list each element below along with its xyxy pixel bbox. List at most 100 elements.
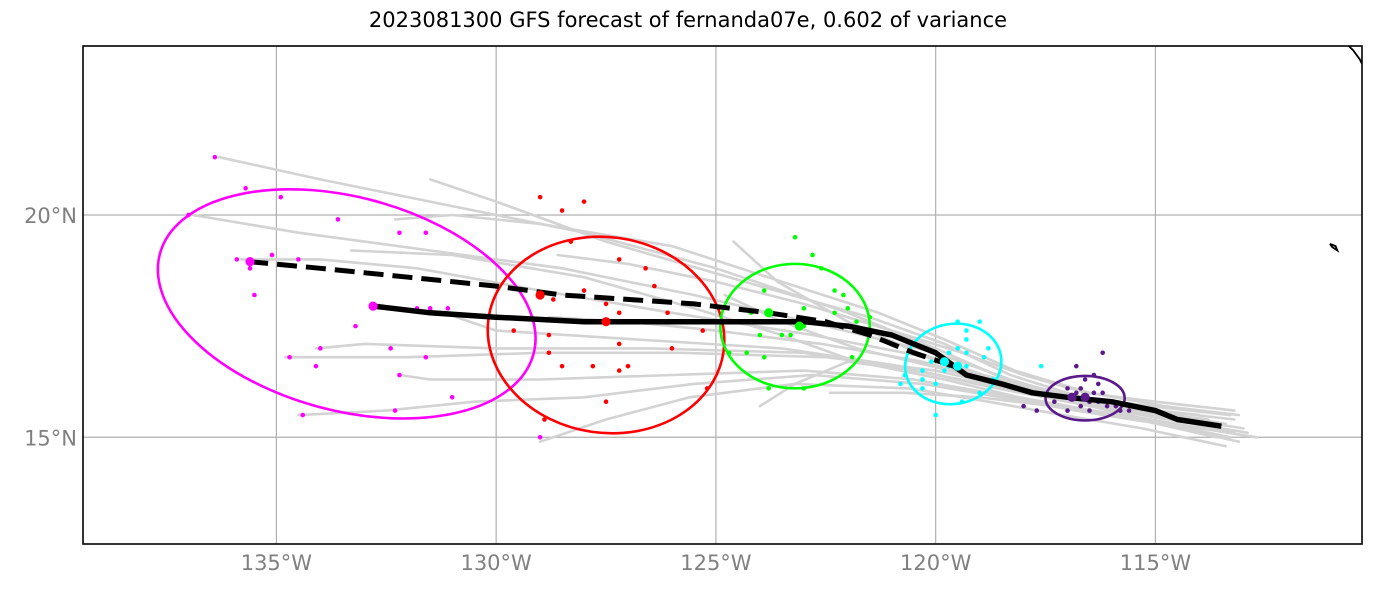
ensemble-point-green bbox=[766, 386, 771, 391]
ensemble-point-purple bbox=[1091, 390, 1097, 396]
ensemble-point-magenta bbox=[300, 412, 306, 418]
ensemble-point-cyan bbox=[964, 337, 969, 342]
ensemble-point-cyan bbox=[933, 381, 938, 387]
ensemble-point-magenta bbox=[423, 230, 429, 236]
ensemble-point-green bbox=[832, 288, 837, 293]
ensemble-track bbox=[297, 373, 1241, 444]
ensemble-point-red bbox=[616, 310, 622, 316]
mean-track-marker bbox=[368, 301, 378, 311]
ensemble-point-green bbox=[854, 319, 859, 324]
x-tick-label: 130°W bbox=[460, 551, 532, 575]
ensemble-point-magenta bbox=[313, 363, 319, 369]
uncertainty-ellipse bbox=[1044, 374, 1126, 422]
mean-track-marker bbox=[953, 361, 963, 371]
x-tick-label: 125°W bbox=[680, 551, 752, 575]
y-tick-label: 20°N bbox=[24, 204, 77, 228]
ensemble-point-red bbox=[643, 266, 648, 271]
x-tick-label: 135°W bbox=[241, 551, 313, 575]
ensemble-point-purple bbox=[1065, 386, 1070, 391]
ensemble-point-purple bbox=[1021, 403, 1026, 409]
ensemble-point-red bbox=[559, 208, 565, 213]
ensemble-point-magenta bbox=[392, 408, 398, 413]
ensemble-point-green bbox=[757, 332, 763, 338]
gridlines bbox=[83, 46, 1362, 544]
ensemble-point-cyan bbox=[986, 346, 991, 351]
mean-track bbox=[372, 303, 1222, 429]
ensemble-point-magenta bbox=[445, 306, 451, 311]
ensemble-point-magenta bbox=[269, 252, 275, 258]
ensemble-point-magenta bbox=[278, 194, 284, 200]
ensemble-point-purple bbox=[1087, 408, 1092, 413]
ensemble-point-green bbox=[744, 350, 749, 356]
ensemble-point-red bbox=[652, 283, 657, 289]
ensemble-point-red bbox=[559, 363, 565, 369]
ensemble-point-red bbox=[616, 341, 622, 347]
coastline bbox=[1348, 46, 1362, 65]
ensemble-point-green bbox=[841, 292, 846, 298]
ensemble-point-magenta bbox=[353, 323, 358, 329]
ensemble-point-red bbox=[603, 301, 609, 307]
ensemble-point-purple bbox=[1074, 390, 1079, 396]
ensemble-point-cyan bbox=[933, 412, 938, 418]
ensemble-point-cyan bbox=[964, 350, 969, 356]
ensemble-point-red bbox=[616, 257, 622, 262]
ensemble-track bbox=[218, 155, 1227, 426]
plot-area bbox=[156, 46, 1362, 448]
ensemble-point-green bbox=[761, 354, 767, 360]
ensemble-point-cyan bbox=[977, 390, 982, 396]
ensemble-point-cyan bbox=[920, 368, 925, 373]
mean-track-marker bbox=[1080, 392, 1090, 402]
ensemble-point-purple bbox=[1100, 350, 1105, 356]
ensemble-point-magenta bbox=[252, 292, 257, 298]
ensemble-point-magenta bbox=[296, 257, 301, 262]
ensemble-point-cyan bbox=[955, 346, 960, 351]
ensemble-point-green bbox=[845, 306, 851, 311]
ensemble-track bbox=[828, 391, 1206, 430]
ensemble-point-green bbox=[788, 332, 793, 338]
ensemble-point-cyan bbox=[928, 359, 934, 364]
ensemble-point-magenta bbox=[397, 372, 402, 378]
ensemble-point-red bbox=[625, 363, 631, 369]
ensemble-point-cyan bbox=[964, 328, 969, 333]
ensemble-point-purple bbox=[1052, 399, 1057, 405]
ensemble-point-magenta bbox=[449, 394, 455, 400]
ensemble-point-red bbox=[665, 310, 670, 316]
ensemble-point-magenta bbox=[423, 354, 429, 360]
ensemble-point-magenta bbox=[537, 434, 543, 440]
ensemble-point-red bbox=[537, 194, 543, 200]
ensemble-point-cyan bbox=[946, 350, 952, 356]
x-tick-label: 115°W bbox=[1120, 551, 1192, 575]
reference-track-marker bbox=[939, 357, 950, 367]
ensemble-point-red bbox=[581, 199, 587, 204]
reference-track-marker bbox=[1067, 392, 1077, 402]
ensemble-point-magenta bbox=[318, 346, 323, 351]
ensemble-track bbox=[538, 382, 1227, 448]
ensemble-point-red bbox=[669, 346, 675, 351]
ensemble-point-red bbox=[546, 350, 552, 356]
ensemble-point-magenta bbox=[397, 230, 402, 236]
ensemble-point-purple bbox=[1082, 377, 1088, 382]
ensemble-point-red bbox=[581, 288, 587, 293]
ensemble-point-cyan bbox=[977, 319, 982, 324]
ensemble-point-magenta bbox=[388, 346, 393, 351]
uncertainty-ellipse bbox=[903, 322, 1003, 406]
ensemble-point-purple bbox=[1065, 408, 1070, 413]
ensemble-point-cyan bbox=[898, 381, 903, 387]
ensemble-point-magenta bbox=[335, 217, 341, 222]
ensemble-point-green bbox=[810, 252, 815, 258]
chart-title: 2023081300 GFS forecast of fernanda07e, … bbox=[368, 8, 1008, 32]
reference-track-marker bbox=[764, 308, 774, 318]
ensemble-point-magenta bbox=[247, 266, 253, 271]
ensemble-point-red bbox=[511, 328, 517, 333]
ensemble-point-cyan bbox=[942, 368, 947, 373]
ensemble-track bbox=[556, 253, 1236, 412]
ensemble-point-purple bbox=[1034, 408, 1040, 413]
ensemble-point-red bbox=[546, 332, 552, 338]
ensemble-point-green bbox=[792, 234, 798, 240]
ensemble-point-purple bbox=[1078, 386, 1084, 391]
x-tick-label: 120°W bbox=[900, 551, 972, 575]
ensemble-point-green bbox=[779, 332, 785, 338]
ensemble-point-purple bbox=[1078, 403, 1084, 409]
ensemble-point-red bbox=[542, 417, 547, 422]
